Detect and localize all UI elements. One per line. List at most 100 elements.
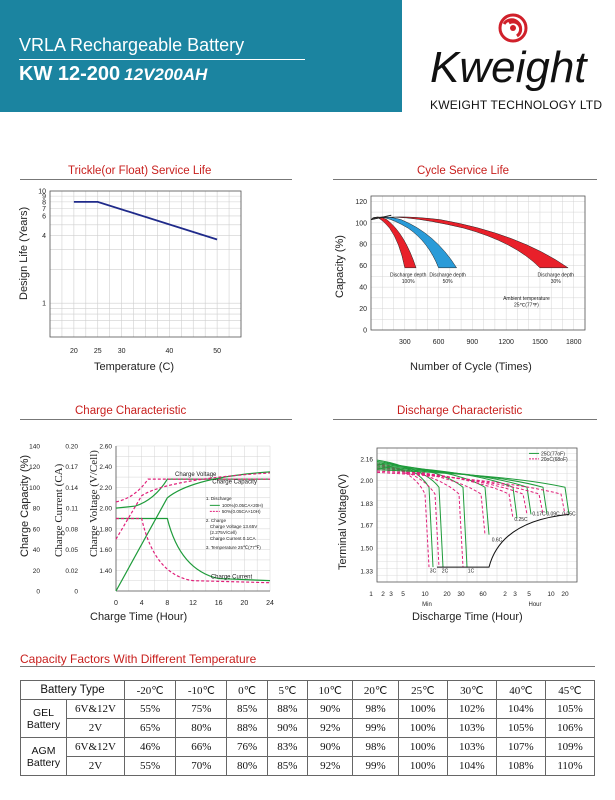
- voltage-tick-label: 2.60: [99, 444, 112, 451]
- value-cell: 109%: [544, 737, 596, 757]
- plot-frame: [49, 190, 242, 338]
- x-tick-label: 3: [389, 591, 393, 598]
- legend-text: 20oC(68oF): [541, 457, 568, 463]
- rate-label: 0.09C: [546, 512, 560, 518]
- x-group-label: Hour: [528, 602, 541, 608]
- cycle-ylabel: Capacity (%): [334, 235, 346, 298]
- rate-label: 0.05C: [562, 512, 576, 518]
- rate-label: 2C: [442, 569, 449, 575]
- cycle-title-rule: [333, 179, 597, 180]
- capacity-tick-label: 60: [33, 526, 41, 533]
- legend-text: Charge Current 0.1CA: [210, 536, 257, 541]
- charge-voltage-line-100: [115, 478, 270, 509]
- value-cell: 76%: [226, 737, 268, 757]
- y-tick-label: 6: [42, 213, 46, 220]
- y-tick-label: 7: [42, 206, 46, 213]
- curve-label: Charge Voltage: [175, 472, 217, 478]
- y-tick-label: 1.33: [360, 569, 373, 576]
- charge-xlabel: Charge Time (Hour): [90, 611, 188, 623]
- discharge-curve-20c: [376, 470, 544, 515]
- table-header-cell: 30℃: [446, 680, 497, 700]
- banner-divider: [19, 59, 305, 60]
- cycle-xlabel: Number of Cycle (Times): [410, 361, 532, 373]
- voltage-tick-label: 2.40: [99, 464, 112, 471]
- x-tick-label: 60: [479, 591, 487, 598]
- value-cell: 70%: [175, 756, 228, 776]
- table-header-row: Battery Type -20℃ -10℃ 0℃ 5℃ 10℃ 20℃ 25℃…: [20, 680, 596, 700]
- value-cell: 92%: [306, 718, 354, 738]
- discharge-ylabel: Terminal Voltage(V): [337, 474, 349, 570]
- x-tick-label: 16: [215, 600, 223, 607]
- capacity-tick-label: 20: [33, 568, 41, 575]
- y-tick-label: 80: [359, 242, 367, 249]
- value-cell: 88%: [226, 718, 268, 738]
- current-tick-label: 0.02: [65, 568, 78, 575]
- value-cell: 99%: [352, 756, 399, 776]
- charge-current-ylabel: Charge Current (CA): [53, 463, 65, 557]
- value-cell: 46%: [123, 737, 177, 757]
- x-tick-label: 600: [433, 339, 445, 346]
- annotation-label: 25℃(77℉): [514, 302, 539, 308]
- plot-frame: [376, 447, 578, 583]
- annotation-label: 30%: [551, 279, 562, 285]
- rate-label: 1C: [468, 569, 475, 575]
- x-tick-label: 5: [527, 591, 531, 598]
- value-cell: 100%: [397, 699, 448, 719]
- y-tick-label: 9: [42, 194, 46, 201]
- value-cell: 55%: [123, 756, 177, 776]
- x-tick-label: 4: [140, 600, 144, 607]
- trickle-xlabel: Temperature (C): [94, 361, 175, 373]
- x-tick-label: 30: [118, 348, 126, 355]
- table-header-cell: -20℃: [123, 680, 177, 700]
- voltage-tick-label: 1.80: [99, 526, 112, 533]
- capacity-tick-label: 40: [33, 547, 41, 554]
- charge-voltage-ylabel: Charge Voltage (V/Cell): [88, 450, 100, 557]
- legend-text: 100%(0.05CA×20H): [222, 503, 264, 508]
- discharge-curve-20c: [376, 465, 464, 568]
- x-tick-label: 25: [94, 348, 102, 355]
- value-cell: 100%: [397, 756, 448, 776]
- x-tick-label: 300: [399, 339, 411, 346]
- discharge-title-rule: [333, 419, 597, 420]
- table-row: AGM Battery 6V&12V 46% 66% 76% 83% 90% 9…: [20, 737, 596, 776]
- table-header-cell: Battery Type: [20, 680, 125, 700]
- capacity-title: Capacity Factors With Different Temperat…: [20, 652, 257, 666]
- annotation-label: Ambient temperature: [503, 296, 550, 302]
- x-tick-label: 1: [369, 591, 373, 598]
- discharge-title: Discharge Characteristic: [397, 405, 523, 417]
- value-cell: 85%: [226, 699, 268, 719]
- value-cell: 100%: [397, 718, 448, 738]
- charge-title: Charge Characteristic: [75, 405, 187, 417]
- series-title: VRLA Rechargeable Battery: [19, 35, 245, 55]
- annotation-label: 100%: [402, 279, 415, 285]
- volt-cell: 2V: [66, 718, 125, 738]
- y-tick-label: 20: [359, 306, 367, 313]
- annotation-label: Discharge depth: [429, 272, 466, 278]
- table-header-cell: 25℃: [397, 680, 448, 700]
- value-cell: 98%: [352, 737, 399, 757]
- value-cell: 110%: [544, 756, 596, 776]
- rate-label: 0.6C: [492, 537, 503, 543]
- discharge-curve-20c: [376, 467, 514, 519]
- logo-swirl-icon: [498, 13, 528, 43]
- x-tick-label: 900: [467, 339, 479, 346]
- capacity-tick-label: 140: [29, 444, 40, 451]
- y-tick-label: 120: [355, 199, 367, 206]
- y-tick-label: 2.16: [360, 456, 373, 463]
- table-row: 2V 65% 80% 88% 90% 92% 99% 100% 103% 105…: [21, 718, 596, 738]
- rate-label: 0.17C: [532, 512, 546, 518]
- company-name: KWEIGHT TECHNOLOGY LTD: [430, 98, 603, 112]
- annotation-label: Discharge depth: [390, 272, 427, 278]
- header-banner: VRLA Rechargeable Battery KW 12-200 12V20…: [0, 0, 402, 112]
- y-tick-label: 8: [42, 199, 46, 206]
- value-cell: 90%: [306, 737, 354, 757]
- table-header-cell: 45℃: [544, 680, 596, 700]
- value-cell: 90%: [306, 699, 354, 719]
- value-cell: 100%: [397, 737, 448, 757]
- legend-text: 50%(0.05CA×10H): [222, 509, 261, 514]
- legend-text: (2.275V/Cell): [210, 530, 237, 535]
- x-tick-label: 2: [503, 591, 507, 598]
- charge-chart: 02040608010012014000.020.050.080.110.140…: [29, 444, 274, 608]
- discharge-chart: 1.331.501.671.832.002.161 2 3 5 10 20 30 60 2 3 5 1…: [360, 447, 578, 608]
- value-cell: 90%: [266, 718, 309, 738]
